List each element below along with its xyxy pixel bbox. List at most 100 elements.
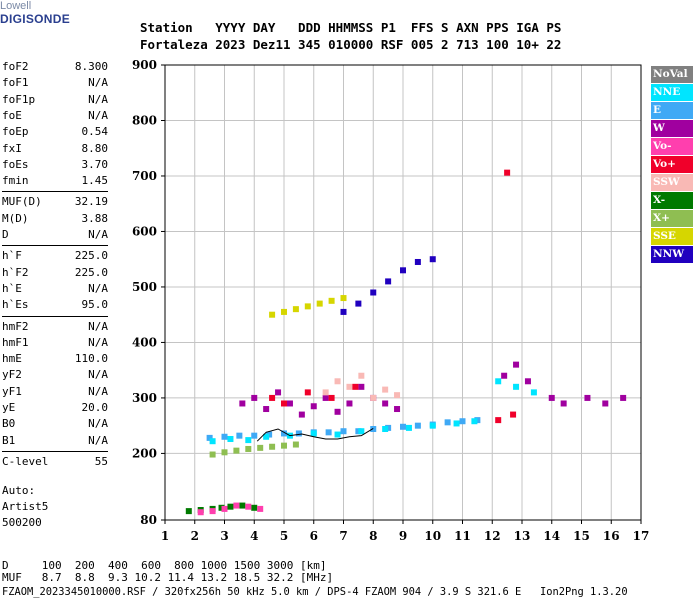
echo-point [281,430,287,437]
echo-point [620,394,627,401]
echo-point [304,303,311,310]
echo-point [322,389,329,396]
echo-point [251,394,258,401]
axis-ticks: 1 2 3 4 5 6 7 8 9 10 11 12 13 14 15 16 17802003004005006… [132,58,649,543]
echo-point [340,308,347,315]
param-value: N/A [88,384,108,398]
logo-digisonde: DIGISONDE [0,12,71,26]
param-value: 110.0 [74,352,108,366]
echo-point [245,437,252,444]
legend-item: NNE [651,84,693,101]
echo-point [584,394,591,401]
footer-info: FZAOM_2023345010000.RSF / 320fx256h 50 k… [2,586,628,598]
echo-point [334,378,341,385]
param-value: N/A [88,228,108,241]
echo-point [304,389,311,396]
legend-item: Vo+ [651,156,693,173]
echo-point [281,400,287,407]
hf-trace-line [256,428,374,442]
param-value: 32.19 [74,195,108,209]
param-row: fmin 1.45 [2,174,108,190]
param-label: h`F2 [2,265,29,279]
y-tick-label: 700 [132,169,157,183]
echo-point [346,383,353,390]
echo-point [459,418,466,425]
header-line-1: Station YYYY DAY DDD HHMMSS P1 FFS S AXN… [140,20,562,35]
echo-point [414,422,421,429]
echo-point [221,505,228,512]
param-value: 1.45 [81,174,109,188]
echo-point [295,430,302,437]
echo-point [227,503,234,510]
param-separator [2,191,108,193]
param-separator [2,245,108,247]
x-tick-label: 11 [454,529,471,543]
echo-point [269,311,276,318]
auto-scaling-line2: Artist5 [2,500,49,513]
param-value: N/A [88,319,108,333]
x-tick-label: 9 [399,529,407,543]
echo-point [453,420,460,427]
param-label: hmE [2,352,22,366]
echo-point [429,256,436,263]
echo-point [524,378,531,385]
echo-point [310,430,317,437]
echo-point [400,423,406,430]
echo-point [400,267,406,274]
echo-point [495,417,502,424]
x-tick-label: 13 [514,529,531,543]
param-row: foF1 N/A [2,76,108,92]
echo-point [370,289,377,296]
echo-point [292,441,299,448]
param-row: C-level 55 [2,455,108,471]
y-tick-label: 900 [132,58,157,72]
param-row: foF2 8.300 [2,60,108,76]
param-value: 225.0 [74,249,108,263]
echo-point [358,383,365,390]
echo-point [269,394,276,401]
echo-point [221,433,228,440]
legend-item: SSE [651,228,693,245]
echo-point [281,308,287,315]
y-tick-label: 200 [132,446,157,460]
x-tick-label: 2 [191,529,199,543]
param-value: 225.0 [74,265,108,279]
y-tick-label: 300 [132,391,157,405]
param-label: C-level [2,454,49,468]
echo-point [346,400,353,407]
x-tick-label: 8 [369,529,377,543]
param-label: foE [2,108,22,122]
param-label: MUF(D) [2,195,42,209]
echo-point [382,400,389,407]
y-tick-label: 80 [140,513,157,527]
echo-point [382,426,389,432]
param-label: foEs [2,157,29,171]
echo-point [429,422,436,429]
echo-point [355,300,362,307]
param-label: h`Es [2,298,29,312]
echo-point [328,394,335,401]
echo-point [358,428,365,435]
legend-item: X- [651,192,693,209]
param-label: foF1 [2,76,29,90]
x-tick-label: 1 [161,529,169,543]
footer-muf-row: MUF 8.7 8.8 9.3 10.2 11.4 13.2 18.5 32.2… [2,571,334,584]
echo-point [298,411,305,418]
param-row: fxI 8.80 [2,142,108,158]
echo-point [263,406,270,413]
param-value: 3.70 [81,157,109,171]
y-tick-label: 400 [132,335,157,349]
echo-point [251,504,258,511]
x-tick-label: 5 [280,529,288,543]
param-row: M(D) 3.88 [2,212,108,228]
echo-point [206,434,213,441]
echo-point [340,295,347,302]
param-label: hmF1 [2,335,29,349]
param-label: B0 [2,417,16,431]
param-value: N/A [88,417,108,431]
x-tick-label: 3 [220,529,228,543]
logo-lowell: Lowell [0,0,32,12]
echo-point [209,508,216,515]
echo-point [382,386,389,393]
